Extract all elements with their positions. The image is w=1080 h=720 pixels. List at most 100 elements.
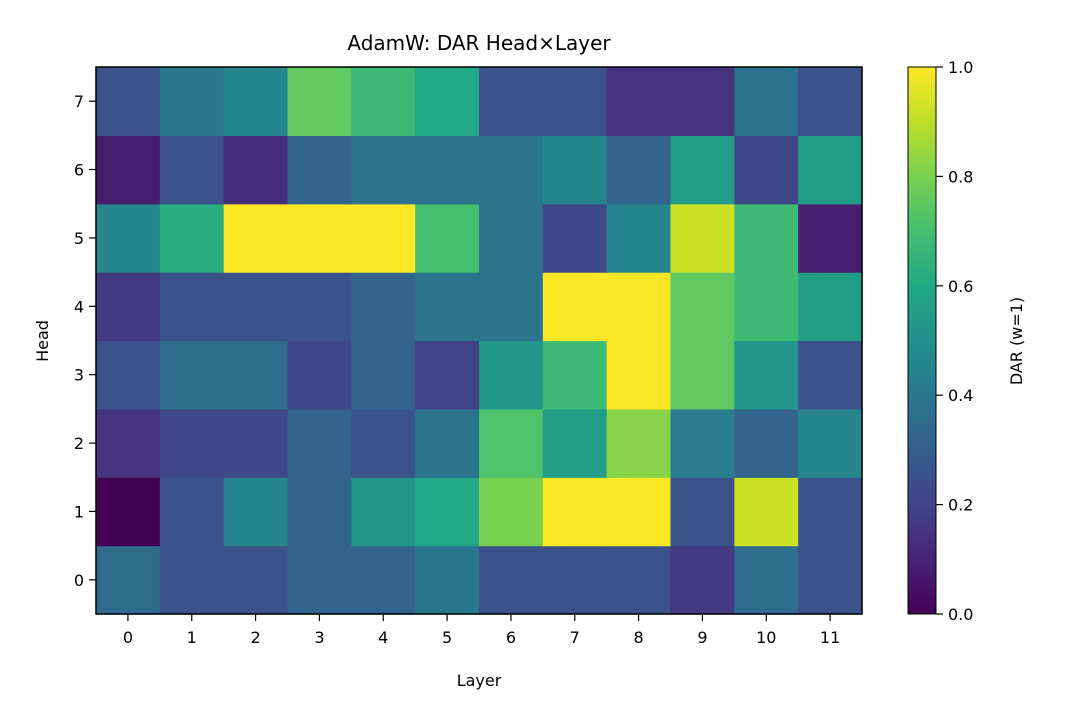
x-tick-label: 2	[250, 628, 260, 647]
heatmap-cell	[542, 545, 608, 615]
heatmap-cell	[542, 340, 608, 410]
heatmap-cell	[734, 340, 799, 410]
heatmap-cell	[96, 477, 161, 547]
x-tick-label: 6	[506, 628, 516, 647]
heatmap-cell	[798, 272, 863, 342]
heatmap-cell	[798, 203, 863, 273]
heatmap-cell	[415, 545, 480, 615]
heatmap-cell	[351, 408, 416, 478]
heatmap-cell	[351, 67, 416, 136]
x-tick-label: 4	[378, 628, 388, 647]
colorbar	[907, 66, 937, 615]
heatmap-cell	[479, 203, 544, 273]
x-tick-label: 9	[697, 628, 707, 647]
heatmap-cell	[287, 477, 352, 547]
heatmap-cell	[96, 545, 161, 615]
colorbar-tick-label: 0.4	[948, 386, 973, 405]
heatmap-cell	[287, 408, 352, 478]
heatmap-cell	[670, 477, 735, 547]
heatmap-cell	[287, 340, 352, 410]
heatmap-cell	[479, 272, 544, 342]
colorbar-tick-label: 0.8	[948, 167, 973, 186]
heatmap-cell	[734, 408, 799, 478]
heatmap-cell	[96, 340, 161, 410]
x-tick-label: 10	[756, 628, 776, 647]
heatmap-cell	[159, 135, 225, 205]
heatmap-cell	[670, 272, 735, 342]
heatmap-cell	[96, 203, 161, 273]
heatmap-cell	[798, 340, 863, 410]
heatmap-cell	[734, 135, 799, 205]
chart-title: AdamW: DAR Head×Layer	[347, 31, 611, 55]
heatmap-cell	[734, 203, 799, 273]
heatmap-cell	[670, 408, 735, 478]
heatmap-cell	[415, 408, 480, 478]
y-tick-label: 7	[74, 92, 84, 111]
heatmap-cell	[159, 67, 225, 136]
heatmap-cell	[223, 272, 289, 342]
y-axis-label: Head	[33, 320, 52, 362]
x-tick-label: 7	[570, 628, 580, 647]
heatmap-cell	[798, 408, 863, 478]
heatmap-cell	[415, 340, 480, 410]
heatmap-cell	[287, 203, 352, 273]
heatmap-cell	[287, 545, 352, 615]
heatmap-cell	[670, 203, 735, 273]
heatmap-cell	[223, 408, 289, 478]
y-tick-label: 6	[74, 161, 84, 180]
colorbar-ticks: 0.0 0.2 0.4 0.6 0.8 1.0	[936, 58, 973, 624]
heatmap-cell	[96, 272, 161, 342]
heatmap-cell	[734, 272, 799, 342]
heatmap-cell	[798, 545, 863, 615]
heatmap-cell	[479, 67, 544, 136]
heatmap-cell	[606, 135, 672, 205]
heatmap-cell	[734, 545, 799, 615]
heatmap-cell	[159, 272, 225, 342]
heatmap-cell	[223, 545, 289, 615]
heatmap-cell	[606, 203, 672, 273]
heatmap-cell	[606, 408, 672, 478]
colorbar-tick-label: 0.2	[948, 496, 973, 515]
heatmap-cell	[479, 408, 544, 478]
heatmap-cell	[96, 135, 161, 205]
heatmap-cell	[223, 67, 289, 136]
heatmap-cell	[606, 340, 672, 410]
x-tick-label: 11	[820, 628, 840, 647]
heatmap-cell	[351, 203, 416, 273]
heatmap-cell	[542, 203, 608, 273]
x-axis-ticks: 0 1 2 3 4 5 6 7 8 9 10 11	[123, 614, 840, 647]
heatmap-cell	[798, 67, 863, 136]
heatmap-cell	[415, 272, 480, 342]
heatmap-cell	[734, 477, 799, 547]
heatmap-cell	[415, 67, 480, 136]
heatmap-cell	[159, 203, 225, 273]
heatmap-cell	[542, 272, 608, 342]
heatmap-cell	[542, 408, 608, 478]
x-axis-label: Layer	[457, 671, 502, 690]
heatmap-cell	[287, 272, 352, 342]
y-tick-label: 5	[74, 229, 84, 248]
plot-frame	[95, 66, 863, 615]
heatmap-cell	[96, 408, 161, 478]
x-tick-label: 5	[442, 628, 452, 647]
heatmap-cell	[670, 135, 735, 205]
heatmap-cell	[479, 340, 544, 410]
heatmap-cell	[159, 340, 225, 410]
heatmap-cells	[96, 67, 863, 615]
y-tick-label: 1	[74, 502, 84, 521]
heatmap-cell	[287, 67, 352, 136]
heatmap-cell	[479, 477, 544, 547]
heatmap-cell	[96, 67, 161, 136]
heatmap-cell	[606, 272, 672, 342]
heatmap-cell	[159, 477, 225, 547]
x-tick-label: 3	[314, 628, 324, 647]
heatmap-cell	[351, 272, 416, 342]
heatmap-cell	[542, 477, 608, 547]
heatmap-cell	[606, 477, 672, 547]
heatmap-cell	[670, 340, 735, 410]
heatmap-cell	[223, 135, 289, 205]
heatmap-cell	[479, 135, 544, 205]
heatmap-cell	[606, 545, 672, 615]
heatmap-cell	[351, 477, 416, 547]
